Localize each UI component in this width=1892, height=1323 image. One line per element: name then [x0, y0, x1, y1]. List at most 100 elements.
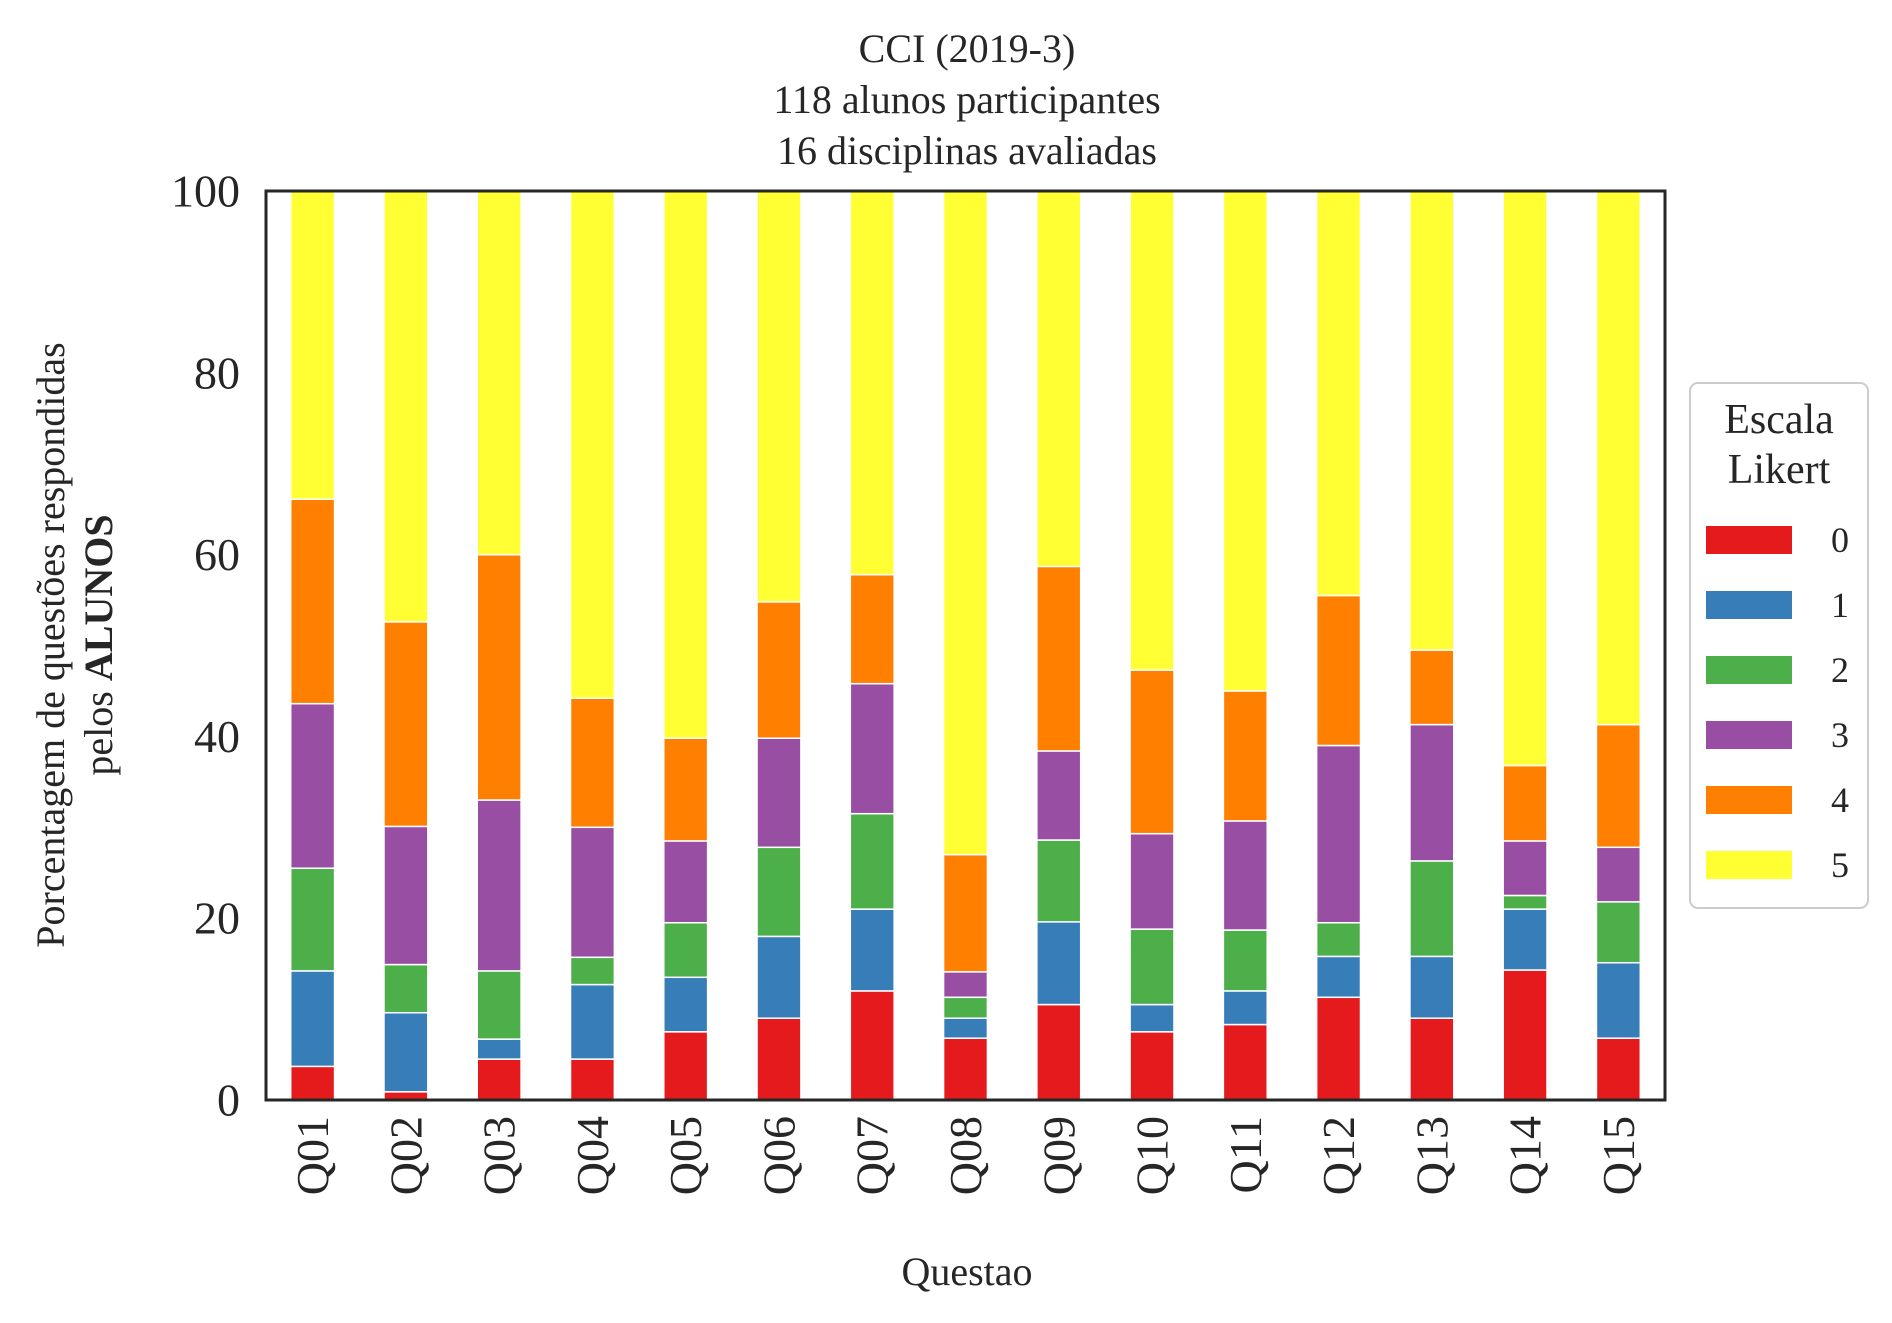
bar-segment-q04-likert-1	[569, 983, 616, 1060]
bar-segment-q05-likert-1	[663, 976, 709, 1033]
bar-segment-q01-likert-5	[289, 190, 336, 500]
bar-segment-q10-likert-1	[1129, 1003, 1175, 1033]
legend: Escala Likert 0 1 2 3 4 5	[1689, 382, 1869, 909]
legend-swatch-1	[1706, 591, 1792, 619]
x-tick-label-q05: Q05	[660, 1116, 711, 1195]
bar-segment-q08-likert-1	[942, 1017, 989, 1039]
bar-segment-q01-likert-1	[289, 970, 336, 1068]
bar-segment-q15-likert-5	[1595, 190, 1642, 726]
y-tick-label-60: 60	[194, 529, 240, 580]
bar-segment-q08-likert-5	[942, 190, 989, 856]
y-axis-ticks: 0 20 40 60 80 100	[171, 166, 240, 1126]
legend-swatch-0	[1706, 526, 1792, 554]
bar-segment-q12-likert-2	[1315, 922, 1362, 958]
legend-label-5: 5	[1831, 845, 1849, 885]
y-tick-label-100: 100	[171, 166, 240, 217]
y-tick-label-20: 20	[194, 893, 240, 944]
bar-segment-q02-likert-4	[383, 621, 429, 828]
title-line-3: 16 disciplinas avaliadas	[777, 128, 1157, 173]
bar-segment-q09-likert-0	[1036, 1003, 1082, 1101]
bar-segment-q11-likert-5	[1222, 190, 1268, 692]
legend-label-2: 2	[1831, 650, 1849, 690]
bar-segment-q07-likert-4	[849, 573, 895, 685]
bar-segment-q03-likert-3	[476, 799, 522, 972]
bar-segment-q01-likert-4	[289, 498, 336, 705]
bar-segment-q08-likert-2	[942, 996, 989, 1019]
y-axis-label-line-2: pelos ALUNOS	[76, 514, 121, 775]
bar-segment-q04-likert-4	[569, 697, 616, 829]
y-axis-label-prefix: pelos	[76, 681, 121, 775]
legend-title-line-1: Escala	[1724, 397, 1834, 443]
legend-swatch-2	[1706, 656, 1792, 684]
legend-swatch-3	[1706, 721, 1792, 749]
bar-segment-q06-likert-5	[756, 190, 802, 603]
y-axis-label-line-1: Porcentagem de questões respondidas	[28, 342, 73, 947]
bar-segment-q07-likert-5	[849, 190, 895, 576]
bar-segment-q07-likert-3	[849, 682, 895, 815]
bars-layer	[289, 190, 1642, 1101]
bar-segment-q03-likert-5	[476, 190, 522, 556]
bar-segment-q07-likert-0	[849, 990, 895, 1101]
bar-segment-q05-likert-0	[663, 1031, 709, 1101]
bar-segment-q15-likert-4	[1595, 723, 1642, 849]
legend-title-line-2: Likert	[1728, 447, 1831, 493]
x-tick-label-q12: Q12	[1313, 1116, 1364, 1195]
bar-segment-q04-likert-2	[569, 956, 616, 986]
bar-segment-q11-likert-2	[1222, 929, 1268, 992]
title-line-2: 118 alunos participantes	[773, 77, 1160, 122]
legend-label-1: 1	[1831, 585, 1849, 625]
bar-segment-q01-likert-0	[289, 1065, 336, 1101]
bar-segment-q09-likert-5	[1036, 190, 1082, 568]
bar-segment-q03-likert-1	[476, 1038, 522, 1060]
bar-segment-q09-likert-3	[1036, 750, 1082, 841]
bar-segment-q07-likert-1	[849, 908, 895, 992]
bar-segment-q02-likert-2	[383, 963, 429, 1014]
bar-segment-q01-likert-2	[289, 867, 336, 972]
bar-segment-q11-likert-1	[1222, 990, 1268, 1026]
title-line-1: CCI (2019-3)	[859, 26, 1076, 71]
x-tick-label-q04: Q04	[567, 1116, 618, 1195]
plot-frame	[264, 189, 1667, 1102]
y-tick-label-40: 40	[194, 711, 240, 762]
x-axis-ticks: Q01 Q02 Q03 Q04 Q05 Q06 Q07 Q08 Q09 Q10 Q11 Q12 Q13 Q…	[287, 1116, 1644, 1195]
bar-segment-q04-likert-5	[569, 190, 616, 699]
x-tick-label-q10: Q10	[1127, 1116, 1178, 1195]
legend-label-0: 0	[1831, 520, 1849, 560]
bar-segment-q14-likert-3	[1502, 840, 1548, 897]
bar-segment-q13-likert-1	[1409, 955, 1455, 1019]
bar-segment-q15-likert-1	[1595, 961, 1642, 1039]
bar-segment-q11-likert-3	[1222, 820, 1268, 931]
legend-swatch-4	[1706, 786, 1792, 814]
bar-segment-q06-likert-0	[756, 1017, 802, 1101]
bar-segment-q15-likert-0	[1595, 1037, 1642, 1101]
bar-segment-q08-likert-3	[942, 971, 989, 999]
bar-segment-q15-likert-3	[1595, 846, 1642, 903]
y-tick-label-80: 80	[194, 347, 240, 398]
bar-segment-q08-likert-0	[942, 1037, 989, 1101]
bar-segment-q02-likert-3	[383, 825, 429, 966]
bar-segment-q06-likert-4	[756, 601, 802, 739]
x-tick-label-q01: Q01	[287, 1116, 338, 1195]
bar-segment-q14-likert-5	[1502, 190, 1548, 767]
x-tick-label-q06: Q06	[753, 1116, 804, 1195]
x-tick-label-q03: Q03	[474, 1116, 525, 1195]
bar-segment-q12-likert-5	[1315, 190, 1362, 597]
bar-segment-q05-likert-5	[663, 190, 709, 739]
bar-segment-q02-likert-1	[383, 1011, 429, 1093]
bar-segment-q13-likert-2	[1409, 860, 1455, 958]
bar-segment-q06-likert-2	[756, 846, 802, 938]
bar-segment-q10-likert-5	[1129, 190, 1175, 671]
bar-segment-q13-likert-4	[1409, 649, 1455, 726]
x-tick-label-q07: Q07	[847, 1116, 898, 1195]
bar-segment-q12-likert-3	[1315, 744, 1362, 924]
x-tick-label-q14: Q14	[1500, 1116, 1551, 1195]
bar-segment-q09-likert-4	[1036, 565, 1082, 752]
legend-label-4: 4	[1831, 780, 1849, 820]
bar-segment-q04-likert-0	[569, 1058, 616, 1101]
bar-segment-q13-likert-3	[1409, 723, 1455, 862]
chart-title: CCI (2019-3) 118 alunos participantes 16…	[773, 26, 1160, 173]
bar-segment-q14-likert-0	[1502, 969, 1548, 1101]
x-tick-label-q13: Q13	[1406, 1116, 1457, 1195]
bar-segment-q12-likert-4	[1315, 594, 1362, 747]
